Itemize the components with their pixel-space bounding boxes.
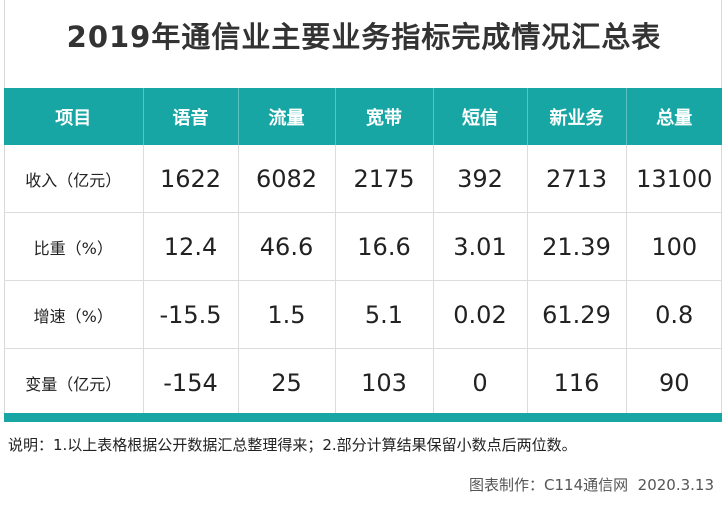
column-header: 新业务 <box>527 88 627 145</box>
cell: 392 <box>433 145 528 213</box>
cell: 0 <box>433 348 528 417</box>
cell: 0.8 <box>626 280 722 349</box>
title: 2019年通信业主要业务指标完成情况汇总表 <box>66 20 662 54</box>
row-label: 比重（%） <box>4 212 144 281</box>
column-header: 宽带 <box>335 88 434 145</box>
table-row: 收入（亿元） 1622 6082 2175 392 2713 13100 <box>4 145 722 213</box>
table-row: 比重（%） 12.4 46.6 16.6 3.01 21.39 100 <box>4 212 722 281</box>
column-header: 流量 <box>238 88 336 145</box>
column-header: 项目 <box>4 88 144 145</box>
cell: 6082 <box>238 145 336 213</box>
cell: 1622 <box>143 145 239 213</box>
table-row: 变量（亿元） -154 25 103 0 116 90 <box>4 348 722 417</box>
column-header: 语音 <box>143 88 239 145</box>
credit: 图表制作：C114通信网 2020.3.13 <box>469 476 714 494</box>
cell: 12.4 <box>143 212 239 281</box>
row-label: 收入（亿元） <box>4 145 144 213</box>
cell: 2713 <box>527 145 627 213</box>
cell: 103 <box>335 348 434 417</box>
cell: 2175 <box>335 145 434 213</box>
cell: 5.1 <box>335 280 434 349</box>
cell: 100 <box>626 212 722 281</box>
cell: 13100 <box>626 145 722 213</box>
cell: 0.02 <box>433 280 528 349</box>
cell: 16.6 <box>335 212 434 281</box>
bottom-stripe <box>4 413 722 422</box>
column-header: 短信 <box>433 88 528 145</box>
cell: 46.6 <box>238 212 336 281</box>
cell: 1.5 <box>238 280 336 349</box>
header-row: 项目 语音 流量 宽带 短信 新业务 总量 <box>4 88 722 145</box>
column-header: 总量 <box>626 88 722 145</box>
cell: 3.01 <box>433 212 528 281</box>
cell: 21.39 <box>527 212 627 281</box>
cell: 25 <box>238 348 336 417</box>
cell: 116 <box>527 348 627 417</box>
table-row: 增速（%） -15.5 1.5 5.1 0.02 61.29 0.8 <box>4 280 722 349</box>
table: 项目 语音 流量 宽带 短信 新业务 总量 收入（亿元） 1622 6082 2175 392 271… <box>4 88 722 417</box>
note: 说明：1.以上表格根据公开数据汇总整理得来；2.部分计算结果保留小数点后两位数。 <box>8 436 577 454</box>
row-label: 增速（%） <box>4 280 144 349</box>
cell: -154 <box>143 348 239 417</box>
table-body: 收入（亿元） 1622 6082 2175 392 2713 13100 比重（%） 12.4 4… <box>4 145 722 417</box>
row-label: 变量（亿元） <box>4 348 144 417</box>
cell: 90 <box>626 348 722 417</box>
cell: -15.5 <box>143 280 239 349</box>
cell: 61.29 <box>527 280 627 349</box>
